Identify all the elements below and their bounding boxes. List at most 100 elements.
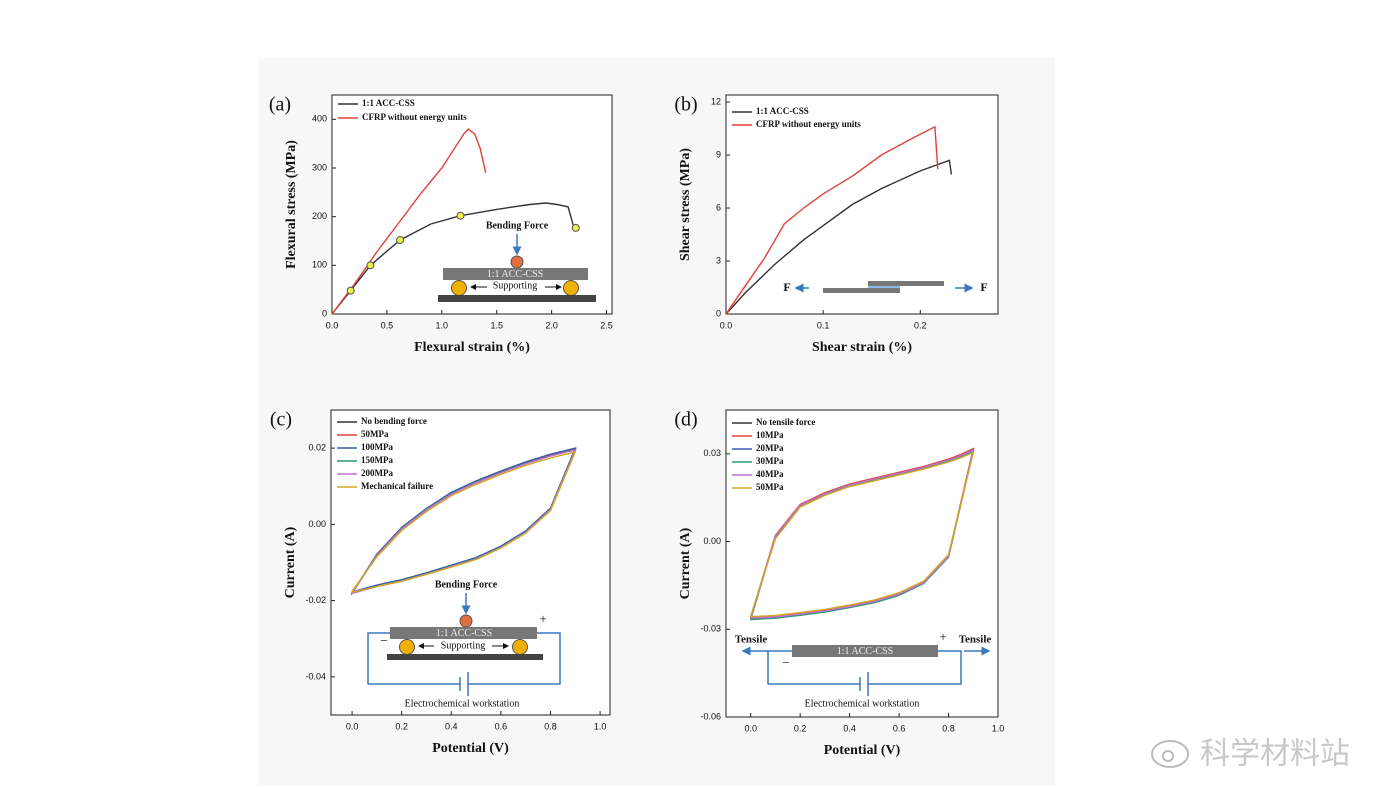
circuit-wire <box>868 650 962 685</box>
specimen-bar <box>823 288 900 293</box>
support-pin <box>563 280 579 296</box>
legend-label: No tensile force <box>756 417 815 427</box>
y-tick-label: 12 <box>711 96 721 106</box>
y-tick-label: 0.02 <box>308 443 326 453</box>
watermark-logo <box>1162 750 1174 762</box>
x-tick-label: 1.0 <box>436 320 449 330</box>
x-tick-label: 1.0 <box>594 721 607 731</box>
x-axis-label: Potential (V) <box>824 743 901 758</box>
legend-label: 30MPa <box>756 456 784 466</box>
y-tick-label: 0.00 <box>308 519 326 529</box>
y-tick-label: -0.04 <box>305 671 326 681</box>
support-pin <box>451 280 467 296</box>
inset-label: − <box>782 655 789 670</box>
x-tick-label: 2.0 <box>545 320 558 330</box>
inset-d: 1:1 ACC-CSS + − Tensile Tensile Electroc… <box>735 629 992 709</box>
circuit-wire <box>767 650 860 685</box>
inset-label: Bending Force <box>435 579 498 590</box>
legend-label: 200MPa <box>361 468 393 478</box>
inset-label: 1:1 ACC-CSS <box>837 646 893 657</box>
inset-a: Bending Force 1:1 ACC-CSS Supporting <box>438 220 596 302</box>
x-tick-label: 0.1 <box>817 320 830 330</box>
bond-layer <box>868 286 900 288</box>
x-tick-label: 0.2 <box>395 721 408 731</box>
watermark-text: 科学材料站 <box>1200 737 1350 772</box>
y-tick-label: 0.03 <box>703 448 721 458</box>
y-tick-label: -0.03 <box>700 624 721 634</box>
series-line <box>331 128 487 315</box>
legend-label: Mechanical failure <box>361 481 433 491</box>
panel-label: (c) <box>270 409 292 431</box>
watermark: 科学材料站 <box>1151 737 1350 772</box>
legend-label: CFRP without energy units <box>362 112 467 122</box>
circuit-wire <box>367 632 460 685</box>
series-line <box>750 451 975 618</box>
y-tick-label: 9 <box>716 149 721 159</box>
x-tick-label: 0.8 <box>544 721 557 731</box>
x-tick-label: 0.0 <box>346 721 359 731</box>
series-line <box>331 202 575 315</box>
inset-label: F <box>783 280 790 294</box>
legend-label: 50MPa <box>756 482 784 492</box>
legend-label: 150MPa <box>361 455 393 465</box>
y-tick-label: 300 <box>312 162 327 172</box>
y-tick-label: 3 <box>716 255 721 265</box>
y-tick-label: 200 <box>312 211 327 221</box>
y-axis-label: Current (A) <box>283 526 298 598</box>
inset-label: + <box>539 611 546 626</box>
x-tick-label: 0.6 <box>495 721 508 731</box>
inset-label: Electrochemical workstation <box>405 698 520 709</box>
legend-label: 40MPa <box>756 469 784 479</box>
inset-label: Electrochemical workstation <box>805 698 920 709</box>
x-tick-label: 0.0 <box>744 723 757 733</box>
inset-label: Tensile <box>735 634 768 646</box>
x-tick-label: 0.2 <box>914 320 927 330</box>
legend-label: 1:1 ACC-CSS <box>362 98 415 108</box>
series-line <box>725 125 939 315</box>
y-tick-label: 0.00 <box>703 536 721 546</box>
series-line <box>725 159 953 315</box>
legend-label: 1:1 ACC-CSS <box>756 106 809 116</box>
panel: 0.0 0.2 0.4 0.6 0.8 1.0 0.02 0.00 -0.02 -0.04 Pote… <box>270 409 611 756</box>
data-marker <box>346 286 355 295</box>
inset-label: + <box>939 629 946 644</box>
data-marker <box>396 236 405 245</box>
legend-label: 50MPa <box>361 429 389 439</box>
base-bar <box>438 295 596 302</box>
base-bar <box>387 654 543 660</box>
inset-label: − <box>380 633 387 648</box>
inset-c: Bending Force 1:1 ACC-CSS Supporting + −… <box>367 579 561 709</box>
series-line <box>351 450 577 594</box>
y-tick-label: 100 <box>312 260 327 270</box>
legend-label: 100MPa <box>361 442 393 452</box>
legend-label: 10MPa <box>756 430 784 440</box>
x-tick-label: 0.4 <box>843 723 856 733</box>
inset-b: F F <box>783 280 987 294</box>
panel: 0.0 0.5 1.0 1.5 2.0 2.5 0 100 200 300 400 Flexural … <box>269 94 613 356</box>
load-pin <box>510 255 524 269</box>
plot-area <box>330 409 611 716</box>
inset-label: Supporting <box>441 640 485 651</box>
inset-label: F <box>980 280 987 294</box>
specimen-bar <box>390 627 537 639</box>
data-marker <box>366 261 375 270</box>
watermark-logo <box>1151 740 1189 768</box>
inset-label: Bending Force <box>486 220 549 231</box>
specimen-bar <box>792 645 938 657</box>
x-tick-label: 1.5 <box>490 320 503 330</box>
specimen-bar <box>443 268 588 280</box>
y-tick-label: 6 <box>716 202 721 212</box>
x-tick-label: 0.0 <box>326 320 339 330</box>
legend-label: No bending force <box>361 416 427 426</box>
legend-label: 20MPa <box>756 443 784 453</box>
legend-label: CFRP without energy units <box>756 119 861 129</box>
y-axis-label: Flexural stress (MPa) <box>284 140 299 269</box>
inset-label: Supporting <box>493 280 537 291</box>
y-tick-label: 0 <box>716 308 721 318</box>
x-tick-label: 0.8 <box>942 723 955 733</box>
x-axis-label: Potential (V) <box>432 741 509 756</box>
inset-label: 1:1 ACC-CSS <box>436 628 492 639</box>
support-pin <box>399 639 415 655</box>
data-marker <box>571 223 580 232</box>
x-axis-label: Flexural strain (%) <box>414 340 530 355</box>
